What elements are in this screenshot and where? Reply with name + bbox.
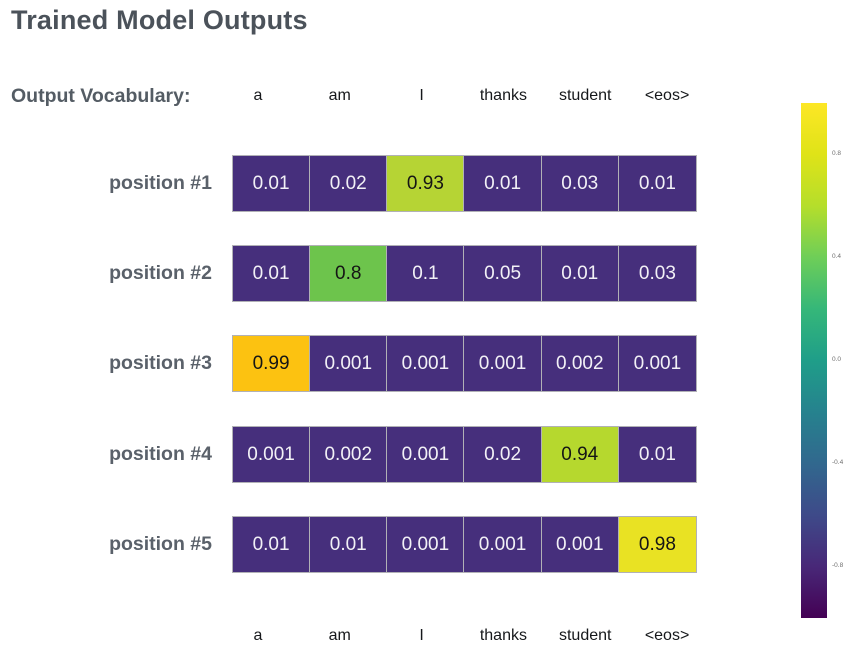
- heatmap-cell: 0.001: [310, 336, 388, 391]
- colorbar-gradient: [801, 103, 827, 618]
- colorbar-tick: -0.4: [832, 459, 844, 466]
- vocab-footer-thanks: thanks: [479, 627, 527, 644]
- colorbar-tick: 0.0: [832, 356, 842, 363]
- heatmap-row-3: 0.99 0.001 0.001 0.001 0.002 0.001: [232, 335, 697, 392]
- heatmap-cell: 0.94: [541, 427, 619, 482]
- heatmap-cell: 0.001: [387, 336, 465, 391]
- heatmap-cell: 0.99: [233, 336, 311, 391]
- heatmap-row-5: 0.01 0.01 0.001 0.001 0.001 0.98: [232, 516, 697, 573]
- vocab-header-am: am: [328, 87, 351, 104]
- heatmap-cell: 0.01: [233, 246, 311, 301]
- heatmap-cell: 0.001: [387, 427, 465, 482]
- vocab-footer-eos: <eos>: [644, 627, 690, 644]
- vocab-header-a: a: [253, 87, 263, 104]
- heatmap-cell: 0.002: [310, 427, 388, 482]
- heatmap-cell: 0.01: [233, 517, 311, 572]
- heatmap-cell: 0.001: [541, 517, 619, 572]
- heatmap-cell: 0.01: [233, 156, 311, 211]
- heatmap-cell: 0.01: [618, 427, 696, 482]
- colorbar: 0.8 0.4 0.0 -0.4 -0.8: [801, 103, 843, 618]
- vocab-footer-student: student: [558, 627, 612, 644]
- row-label-position-2: position #2: [109, 262, 212, 284]
- colorbar-tick: 0.8: [832, 150, 842, 157]
- heatmap-cell: 0.98: [618, 517, 696, 572]
- output-vocabulary-label: Output Vocabulary:: [11, 85, 191, 107]
- heatmap-cell: 0.001: [387, 517, 465, 572]
- heatmap-cell: 0.01: [310, 517, 388, 572]
- heatmap-cell: 0.93: [387, 156, 465, 211]
- vocab-header-i: I: [419, 87, 424, 104]
- vocab-footer-am: am: [328, 627, 351, 644]
- heatmap-cell: 0.02: [310, 156, 388, 211]
- vocab-footer-i: I: [419, 627, 424, 644]
- heatmap-cell: 0.001: [233, 427, 311, 482]
- heatmap-cell: 0.01: [541, 246, 619, 301]
- heatmap-row-1: 0.01 0.02 0.93 0.01 0.03 0.01: [232, 155, 697, 212]
- page-title: Trained Model Outputs: [11, 5, 308, 35]
- vocab-header-eos: <eos>: [644, 87, 690, 104]
- heatmap-row-4: 0.001 0.002 0.001 0.02 0.94 0.01: [232, 426, 697, 483]
- row-label-position-3: position #3: [109, 352, 212, 374]
- heatmap-cell: 0.001: [618, 336, 696, 391]
- heatmap-cell: 0.001: [464, 517, 542, 572]
- heatmap-cell: 0.002: [541, 336, 619, 391]
- vocab-footer-row: a am I thanks student <eos>: [217, 625, 708, 647]
- row-label-position-4: position #4: [109, 443, 212, 465]
- vocab-header-student: student: [558, 87, 612, 104]
- heatmap-cell: 0.1: [387, 246, 465, 301]
- heatmap-row-2: 0.01 0.8 0.1 0.05 0.01 0.03: [232, 245, 697, 302]
- heatmap-cell: 0.8: [310, 246, 388, 301]
- colorbar-tick: 0.4: [832, 253, 842, 260]
- heatmap-cell: 0.001: [464, 336, 542, 391]
- row-label-position-1: position #1: [109, 172, 212, 194]
- row-label-position-5: position #5: [109, 533, 212, 555]
- heatmap-cell: 0.03: [618, 246, 696, 301]
- heatmap-cell: 0.03: [541, 156, 619, 211]
- heatmap-cell: 0.01: [618, 156, 696, 211]
- vocab-header-thanks: thanks: [479, 87, 527, 104]
- colorbar-tick: -0.8: [832, 562, 844, 569]
- heatmap-cell: 0.05: [464, 246, 542, 301]
- heatmap-cell: 0.01: [464, 156, 542, 211]
- heatmap-cell: 0.02: [464, 427, 542, 482]
- vocab-header-row: a am I thanks student <eos>: [217, 85, 708, 107]
- vocab-footer-a: a: [253, 627, 263, 644]
